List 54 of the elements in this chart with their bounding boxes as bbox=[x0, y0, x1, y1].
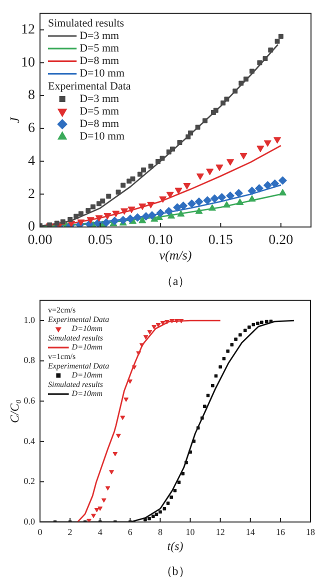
legend-label: D=10mm bbox=[70, 389, 103, 398]
x-tick-label: 10 bbox=[186, 526, 196, 537]
annotation: v=1cm/s bbox=[48, 352, 76, 361]
y-axis-title: C/C₀ bbox=[7, 399, 22, 423]
x-tick-label: 18 bbox=[306, 526, 316, 537]
annotation: Simulated results bbox=[48, 333, 104, 342]
legend-label: D=8 mm bbox=[80, 118, 120, 130]
legend-label: D=3 mm bbox=[80, 92, 120, 105]
legend-label: D=8 mm bbox=[80, 55, 120, 68]
annotation: Experimental Data bbox=[48, 80, 131, 92]
y-tick-label: 6 bbox=[28, 121, 35, 136]
annotation: Simulated results bbox=[48, 17, 124, 30]
y-tick-label: 10 bbox=[21, 55, 35, 70]
x-axis-title: t(s) bbox=[167, 538, 184, 553]
x-tick-label: 12 bbox=[216, 526, 225, 537]
x-tick-label: 6 bbox=[128, 526, 133, 537]
y-tick-label: 0.6 bbox=[24, 395, 36, 406]
y-tick-label: 12 bbox=[21, 22, 35, 38]
y-tick-label: 2 bbox=[28, 186, 35, 202]
x-tick-label: 0 bbox=[38, 526, 43, 537]
x-tick-label: 0.20 bbox=[268, 233, 294, 248]
y-tick-label: 0.0 bbox=[24, 516, 36, 526]
legend-label: D=5 mm bbox=[80, 105, 120, 118]
x-tick-label: 0.05 bbox=[88, 233, 112, 248]
x-tick-label: 16 bbox=[276, 526, 286, 537]
legend-label: D=3 mm bbox=[80, 30, 120, 42]
x-tick-label: 0.10 bbox=[148, 233, 173, 248]
x-tick-label: 0.00 bbox=[28, 233, 52, 248]
y-tick-label: 0.2 bbox=[24, 476, 35, 486]
y-axis-title: J bbox=[7, 116, 22, 124]
y-tick-label: 1.0 bbox=[24, 314, 36, 325]
x-tick-label: 2 bbox=[68, 526, 72, 537]
annotation: Experimental Data bbox=[47, 314, 110, 324]
legend-label: D=10 mm bbox=[80, 130, 126, 143]
x-tick-label: 4 bbox=[98, 526, 103, 537]
legend-label: D=10 mm bbox=[80, 68, 126, 80]
annotation: Experimental Data bbox=[47, 361, 110, 370]
x-axis-title: v(m/s) bbox=[159, 248, 192, 263]
x-tick-label: 0.15 bbox=[208, 233, 233, 248]
text: （a） bbox=[160, 274, 190, 288]
legend-label: D=10mm bbox=[70, 342, 103, 352]
annotation: Simulated results bbox=[48, 380, 104, 389]
x-tick-label: 14 bbox=[246, 526, 256, 537]
text: （b） bbox=[160, 564, 190, 578]
x-tick-label: 8 bbox=[158, 526, 163, 537]
y-tick-label: 0.4 bbox=[24, 436, 36, 446]
y-tick-label: 4 bbox=[28, 154, 35, 169]
legend-label: D=10mm bbox=[70, 370, 103, 380]
legend-label: D=5 mm bbox=[80, 42, 120, 54]
y-tick-label: 8 bbox=[28, 88, 35, 104]
y-tick-label: 0.8 bbox=[24, 355, 36, 366]
legend-label: D=10mm bbox=[70, 324, 103, 334]
annotation: v=2cm/s bbox=[48, 305, 76, 314]
y-tick-label: 0 bbox=[28, 220, 35, 235]
